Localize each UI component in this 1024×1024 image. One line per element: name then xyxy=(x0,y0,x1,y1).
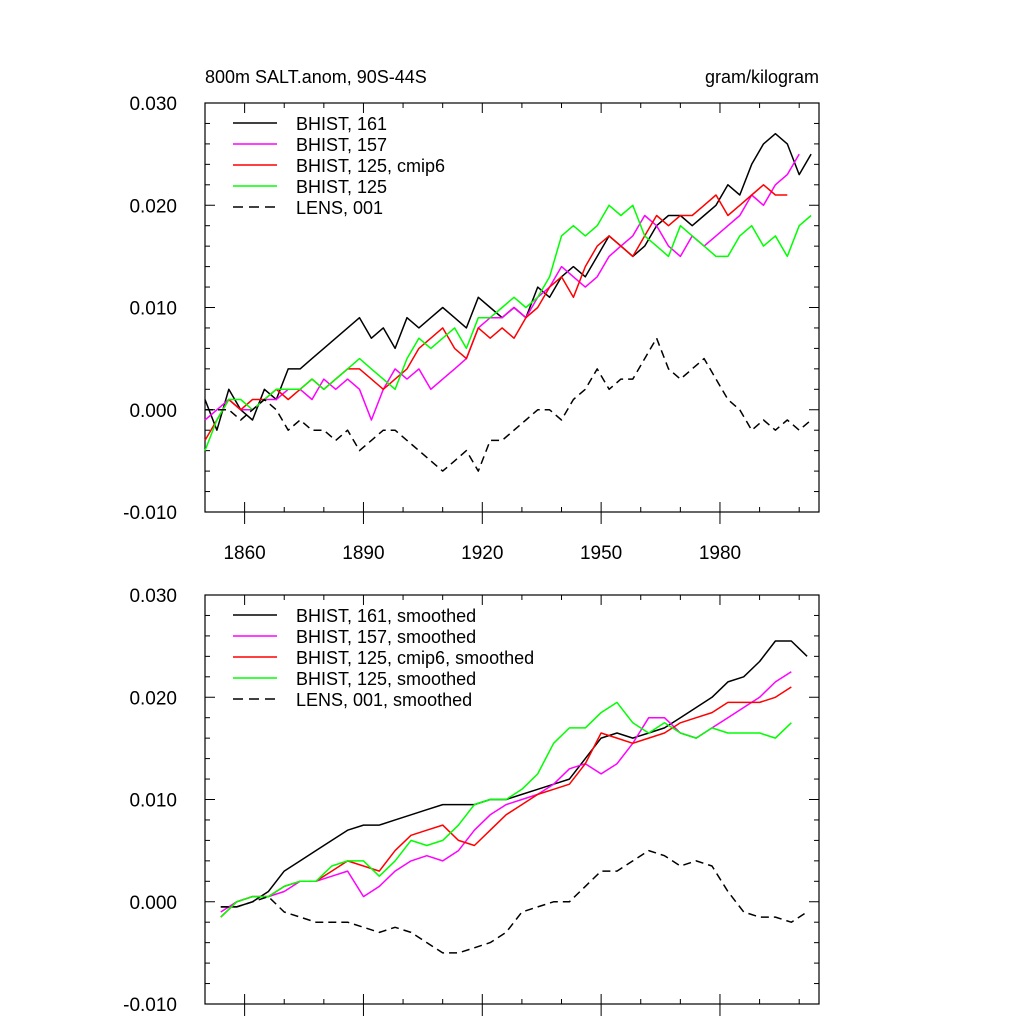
legend-label: BHIST, 125 xyxy=(296,177,387,197)
y-tick-label: 0.020 xyxy=(129,688,177,709)
legend-label: LENS, 001 xyxy=(296,198,383,218)
chart-units: gram/kilogram xyxy=(705,67,819,87)
legend-label: LENS, 001, smoothed xyxy=(296,690,472,710)
x-tick-label: 1920 xyxy=(461,543,503,564)
legend-label: BHIST, 157, smoothed xyxy=(296,627,476,647)
y-tick-label: 0.030 xyxy=(129,94,177,115)
y-tick-label: 0.020 xyxy=(129,196,177,217)
chart-panel-1: 800m SALT.anom, 90S-44S gram/kilogram -0.0… xyxy=(123,67,820,564)
series-line-5 xyxy=(205,337,812,472)
y-tick-label: 0.010 xyxy=(129,791,177,812)
legend-label: BHIST, 157 xyxy=(296,135,387,155)
series-line-3 xyxy=(220,686,792,918)
series-line-4 xyxy=(220,701,792,918)
series-line-4 xyxy=(204,204,812,451)
y-tick-label: -0.010 xyxy=(123,995,177,1016)
x-tick-label: 1890 xyxy=(342,543,384,564)
series-line-1 xyxy=(220,640,808,908)
legend-label: BHIST, 125, cmip6, smoothed xyxy=(296,648,534,668)
chart-panel-2: -0.010 0.000 0.010 0.020 0.030 BHIST, 161, sm… xyxy=(123,586,820,1016)
chart-title: 800m SALT.anom, 90S-44S xyxy=(205,67,427,87)
legend-label: BHIST, 125, cmip6 xyxy=(296,156,445,176)
y-tick-label: 0.030 xyxy=(129,586,177,607)
legend-label: BHIST, 161 xyxy=(296,114,387,134)
y-tick-label: 0.000 xyxy=(129,401,177,422)
x-tick-label: 1860 xyxy=(223,543,265,564)
y-tick-label: -0.010 xyxy=(123,503,177,524)
legend-label: BHIST, 161, smoothed xyxy=(296,606,476,626)
x-tick-label: 1950 xyxy=(580,543,622,564)
legend-label: BHIST, 125, smoothed xyxy=(296,669,476,689)
y-tick-label: 0.010 xyxy=(129,299,177,320)
series-line-2 xyxy=(204,153,800,421)
series-line-5 xyxy=(220,849,808,954)
y-tick-label: 0.000 xyxy=(129,893,177,914)
x-tick-label: 1980 xyxy=(699,543,741,564)
